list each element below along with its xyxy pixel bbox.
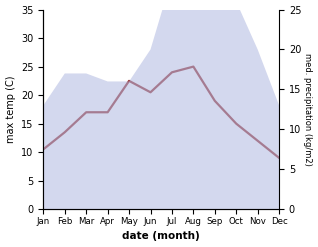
X-axis label: date (month): date (month) <box>122 231 200 242</box>
Y-axis label: max temp (C): max temp (C) <box>5 76 16 143</box>
Y-axis label: med. precipitation (kg/m2): med. precipitation (kg/m2) <box>303 53 313 166</box>
